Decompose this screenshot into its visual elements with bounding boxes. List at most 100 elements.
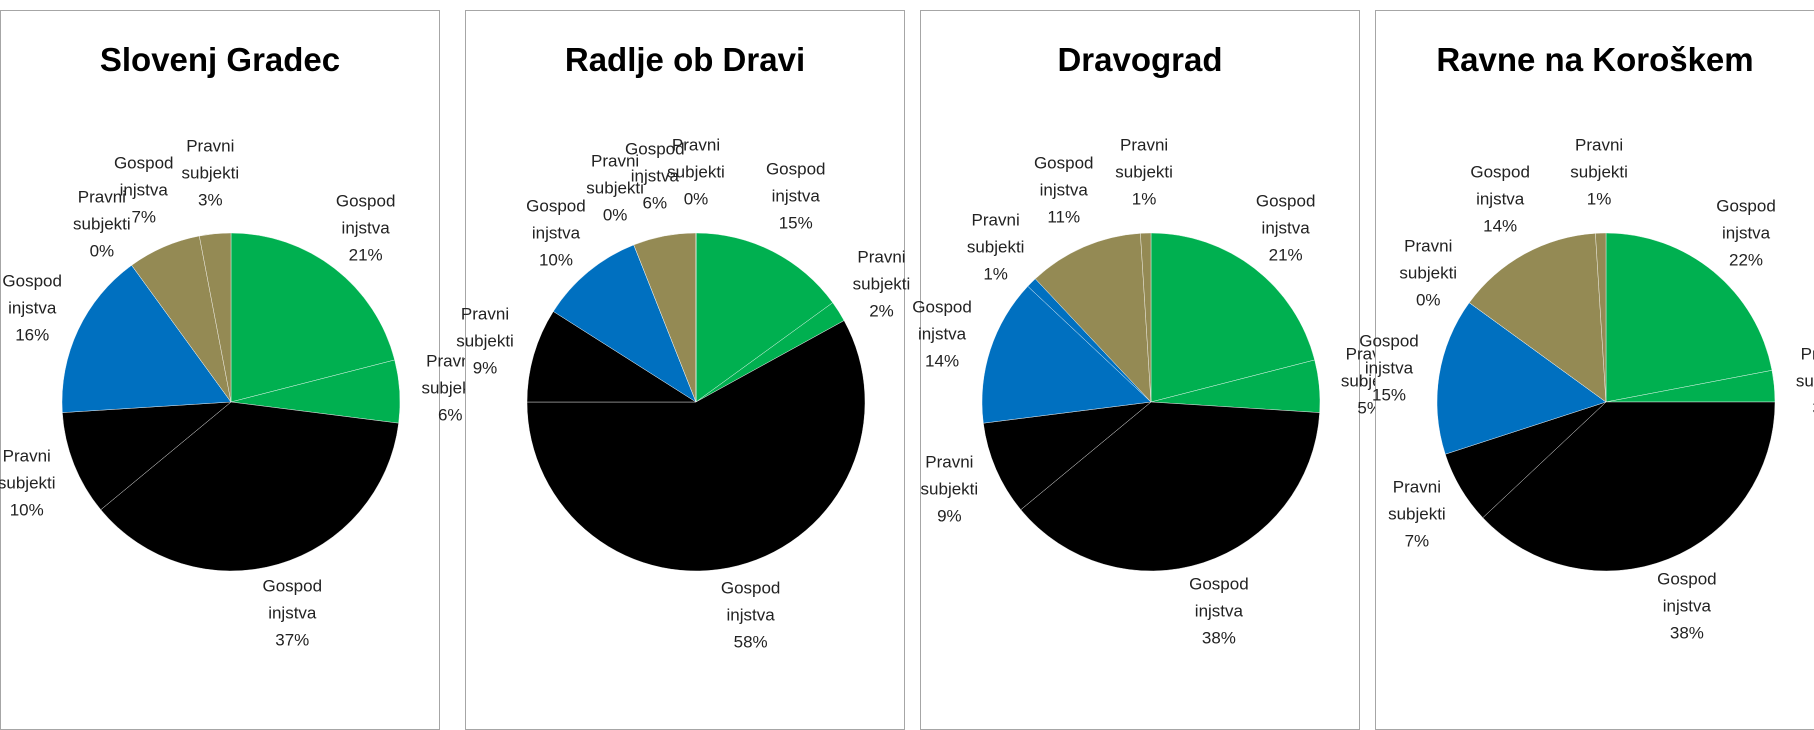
chart-title: Dravograd [1057, 41, 1223, 78]
label-category: Gospod injstva [1716, 196, 1776, 243]
data-label: Gospod injstva 11% [1026, 150, 1102, 231]
label-category: Gospod injstva [1255, 191, 1316, 238]
data-label: Gospod injstva 38% [1649, 566, 1725, 647]
label-value: 15% [1371, 385, 1407, 405]
label-value: 0% [89, 241, 115, 261]
pie-slice [526, 320, 866, 572]
chart-panel: Radlje ob Dravi Gospod injstva 15% Pravni s… [456, 10, 910, 730]
data-label: Pravni subjekti 6% [412, 348, 488, 429]
pie-slice [1035, 233, 1152, 403]
label-category: Gospod injstva [1470, 162, 1530, 209]
label-category: Gospod injstva [765, 159, 826, 206]
label-category: Pravni subjekti [920, 452, 979, 499]
label-category: Gospod injstva [2, 271, 62, 318]
pie [61, 232, 401, 572]
label-value: 38% [1669, 623, 1704, 643]
data-label: Gospod injstva 21% [328, 188, 404, 269]
label-value: 1% [983, 264, 1008, 284]
data-label: Gospod injstva 58% [713, 574, 789, 655]
pie-slice [1436, 302, 1607, 455]
data-label: Pravni subjekti 3% [172, 133, 248, 214]
label-value: 0% [602, 205, 628, 225]
label-category: Gospod injstva [912, 297, 972, 344]
label-value: 7% [1404, 531, 1430, 551]
pie-slice [61, 264, 232, 413]
label-value: 10% [538, 250, 573, 270]
data-label: Pravni subjekti 10% [0, 442, 65, 523]
data-label: Pravni subjekti 2% [843, 244, 919, 325]
data-label: Gospod injstva 6% [617, 136, 693, 217]
label-category: Pravni subjekti [667, 135, 725, 182]
label-value: 21% [348, 245, 383, 265]
pie-slice [1468, 233, 1607, 403]
label-value: 6% [437, 405, 463, 425]
chart-panel: Slovenj Gradec Gospod injstva 21% Pravni su… [0, 10, 479, 730]
label-category: Pravni subjekti [0, 446, 56, 493]
label-category: Gospod injstva [1657, 569, 1717, 616]
label-category: Gospod injstva [262, 576, 323, 623]
pie-slice [526, 311, 697, 403]
data-label: Gospod injstva 14% [904, 294, 980, 375]
label-value: 0% [683, 189, 709, 209]
data-label: Pravni subjekti 1% [1106, 132, 1182, 213]
data-label: Gospod injstva 15% [1351, 327, 1427, 408]
label-value: 3% [1787, 395, 1814, 422]
data-label: Gospod injstva 22% [1708, 192, 1784, 273]
data-label: Pravni subjekti 9% [447, 300, 523, 381]
pie [981, 232, 1321, 572]
chart-title: Radlje ob Dravi [564, 41, 806, 78]
pie [1436, 232, 1776, 572]
label-value: 11% [1047, 207, 1081, 227]
label-value: 1% [1586, 189, 1612, 209]
data-label: Gospod injstva 15% [758, 156, 834, 237]
label-value: 0% [1415, 290, 1441, 310]
label-category: Gospod injstva [625, 139, 685, 186]
pie-slice [981, 286, 1152, 424]
pie [526, 232, 866, 572]
data-label: Gospod injstva 14% [1462, 159, 1538, 240]
label-category: Gospod injstva [1033, 153, 1094, 200]
label-value: 6% [642, 193, 668, 213]
pie-slice [983, 401, 1152, 511]
data-label: Pravni subjekti 9% [911, 449, 987, 530]
label-value: 21% [1268, 245, 1303, 265]
data-label: Gospod injstva 37% [254, 572, 330, 653]
data-label: Gospod injstva 16% [0, 268, 70, 349]
label-value: 3% [198, 190, 223, 210]
label-category: Pravni subjekti [1795, 344, 1814, 391]
label-category: Pravni subjekti [421, 351, 480, 398]
pie-slice [199, 232, 232, 403]
label-category: Pravni subjekti [586, 151, 644, 198]
label-value: 38% [1201, 628, 1236, 648]
data-label: Pravni subjekti 0% [1390, 232, 1466, 313]
pie-slice [62, 401, 232, 511]
pie-slice [553, 244, 697, 403]
label-value: 14% [925, 351, 960, 371]
data-label: Pravni subjekti 0% [577, 147, 653, 228]
label-value: 22% [1729, 250, 1764, 270]
pie-slice [230, 232, 395, 403]
label-category: Gospod injstva [113, 153, 174, 200]
label-category: Gospod injstva [1359, 331, 1419, 378]
data-label: Pravni subjekti 3% [1787, 341, 1814, 422]
pie-slice [1020, 401, 1320, 572]
label-category: Gospod injstva [1189, 574, 1249, 621]
label-value: 58% [733, 632, 768, 652]
label-category: Gospod injstva [335, 191, 396, 238]
label-category: Gospod injstva [720, 578, 781, 625]
label-category: Pravni subjekti [1388, 477, 1446, 524]
label-value: 16% [15, 325, 50, 345]
label-category: Pravni subjekti [852, 247, 911, 294]
data-label: Gospod injstva 21% [1248, 188, 1324, 269]
label-value: 2% [869, 301, 894, 321]
pie-slice [1605, 232, 1773, 403]
label-category: Pravni subjekti [1399, 236, 1458, 283]
label-category: Gospod injstva [526, 196, 586, 243]
data-label: Gospod injstva 7% [106, 150, 182, 231]
chart-title: Slovenj Gradec [99, 41, 341, 78]
label-value: 9% [937, 506, 962, 526]
pie-slice [1140, 232, 1152, 403]
label-value: 10% [9, 500, 44, 520]
data-label: Pravni subjekti 1% [958, 206, 1034, 287]
